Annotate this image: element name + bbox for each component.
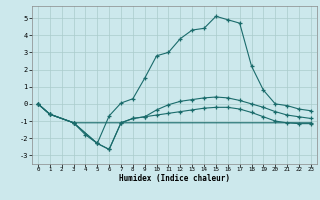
X-axis label: Humidex (Indice chaleur): Humidex (Indice chaleur) (119, 174, 230, 183)
